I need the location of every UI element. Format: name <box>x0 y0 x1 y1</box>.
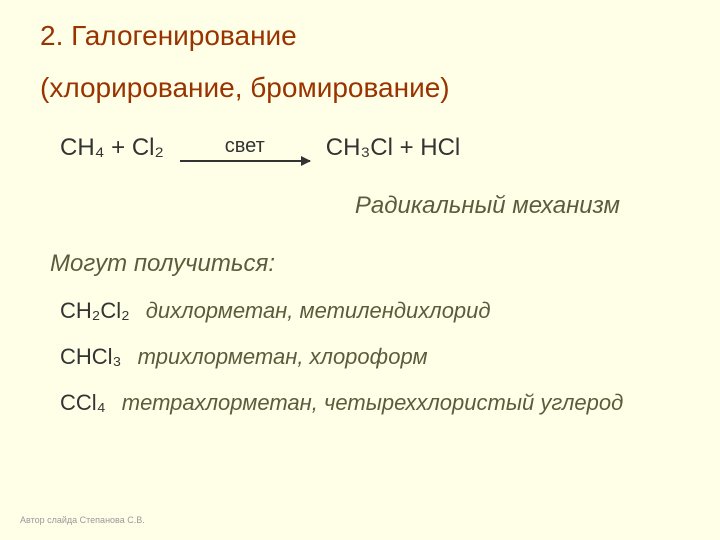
equation-products: CH₃Cl + HCl <box>326 134 460 162</box>
mechanism-label: Радикальный механизм <box>40 192 620 220</box>
product-item: CCl₄ тетрахлорметан, четыреххлористый уг… <box>60 390 680 416</box>
equation-reactants: CH₄ + Cl₂ <box>60 134 164 162</box>
product-formula: CHCl₃ <box>60 344 122 369</box>
product-item: CHCl₃ трихлорметан, хлороформ <box>60 344 680 370</box>
product-formula: CH₂Cl₂ <box>60 298 130 323</box>
product-name: дихлорметан, метилендихлорид <box>146 298 491 323</box>
product-formula: CCl₄ <box>60 390 106 415</box>
slide-author-footer: Автор слайда Степанова С.В. <box>20 515 145 525</box>
chemical-equation: CH₄ + Cl₂ свет CH₃Cl + HCl <box>60 134 680 162</box>
product-name: трихлорметан, хлороформ <box>138 344 428 369</box>
reaction-arrow-container: свет <box>180 135 310 162</box>
reaction-arrow-icon <box>180 160 310 162</box>
products-heading: Могут получиться: <box>50 250 680 278</box>
arrow-condition-label: свет <box>225 135 265 158</box>
section-subtitle: (хлорирование, бромирование) <box>40 72 680 104</box>
section-title: 2. Галогенирование <box>40 20 680 52</box>
product-item: CH₂Cl₂ дихлорметан, метилендихлорид <box>60 298 680 324</box>
product-name: тетрахлорметан, четыреххлористый углерод <box>122 390 623 415</box>
